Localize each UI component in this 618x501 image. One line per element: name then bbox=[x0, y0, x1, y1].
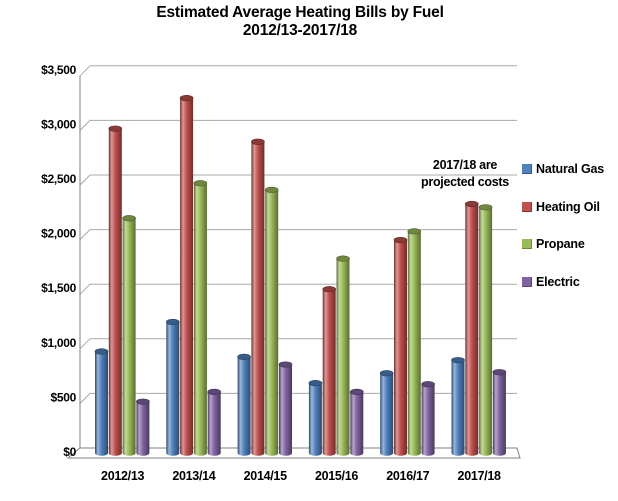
legend-item-electric: Electric bbox=[522, 275, 580, 289]
y-axis-label: $1,500 bbox=[41, 281, 77, 295]
bar-propane-2016/17 bbox=[407, 228, 422, 456]
legend-swatch-icon bbox=[522, 164, 532, 174]
legend-swatch-icon bbox=[522, 239, 532, 249]
bar-propane-2014/15 bbox=[264, 186, 279, 456]
bar-electric-2016/17 bbox=[421, 381, 435, 456]
bar-natural-gas-2014/15 bbox=[237, 353, 251, 456]
x-axis-label: 2016/17 bbox=[386, 469, 429, 483]
legend-item-heating-oil: Heating Oil bbox=[522, 200, 600, 214]
x-axis-label: 2014/15 bbox=[244, 469, 287, 483]
annotation-line1: 2017/18 are bbox=[432, 158, 498, 172]
bar-electric-2017/18 bbox=[492, 369, 507, 456]
bar-heating-oil-2014/15 bbox=[251, 138, 265, 456]
gridline-depth-tick bbox=[79, 120, 91, 131]
y-axis-label: $500 bbox=[51, 390, 77, 404]
bar-propane-2012/13 bbox=[122, 215, 136, 456]
bar-electric-2013/14 bbox=[207, 388, 221, 456]
bar-electric-2012/13 bbox=[136, 398, 150, 456]
chart-title: Estimated Average Heating Bills by Fuel … bbox=[0, 4, 600, 40]
bar-electric-2015/16 bbox=[349, 388, 364, 456]
bar-natural-gas-2012/13 bbox=[94, 348, 109, 456]
x-axis-label: 2012/13 bbox=[101, 469, 144, 483]
bar-heating-oil-2012/13 bbox=[108, 125, 123, 456]
gridline-depth-tick bbox=[79, 338, 91, 350]
annotation-line2: projected costs bbox=[421, 174, 509, 189]
legend-swatch-icon bbox=[522, 201, 532, 212]
gridline-depth-tick bbox=[79, 174, 91, 186]
y-axis-label: $3,500 bbox=[41, 63, 77, 77]
bar-heating-oil-2015/16 bbox=[322, 286, 337, 456]
bar-propane-2013/14 bbox=[193, 180, 208, 456]
bar-propane-2017/18 bbox=[478, 204, 493, 456]
gridline-depth-tick bbox=[79, 283, 91, 295]
y-axis-label: $1,000 bbox=[41, 336, 77, 350]
gridline-depth-tick bbox=[79, 393, 91, 404]
bar-electric-2014/15 bbox=[278, 361, 293, 456]
bar-heating-oil-2016/17 bbox=[393, 236, 408, 456]
gridline-depth-tick bbox=[79, 65, 91, 77]
x-axis-label: 2015/16 bbox=[315, 469, 358, 483]
bar-heating-oil-2013/14 bbox=[179, 94, 194, 456]
x-axis-label: 2017/18 bbox=[458, 469, 501, 483]
bar-heating-oil-2017/18 bbox=[464, 200, 479, 456]
legend-item-natural-gas: Natural Gas bbox=[522, 162, 604, 176]
legend-label: Natural Gas bbox=[536, 162, 604, 176]
bar-natural-gas-2017/18 bbox=[451, 357, 465, 456]
legend-label: Heating Oil bbox=[536, 199, 600, 214]
legend-label: Electric bbox=[536, 274, 580, 289]
bar-natural-gas-2016/17 bbox=[379, 370, 394, 456]
chart-title-line1: Estimated Average Heating Bills by Fuel bbox=[156, 4, 444, 21]
y-axis-label: $3,000 bbox=[41, 117, 77, 131]
bar-natural-gas-2013/14 bbox=[166, 318, 180, 456]
bar-natural-gas-2015/16 bbox=[308, 380, 323, 456]
gridline-depth-tick bbox=[79, 229, 91, 240]
chart-title-line2: 2012/13-2017/18 bbox=[242, 22, 358, 39]
legend-label: Propane bbox=[536, 237, 585, 251]
y-axis-label: $0 bbox=[63, 445, 76, 459]
projected-costs-annotation: 2017/18 are projected costs bbox=[412, 157, 518, 190]
bar-propane-2015/16 bbox=[336, 255, 350, 456]
y-axis-label: $2,500 bbox=[41, 172, 77, 186]
legend-swatch-icon bbox=[522, 276, 532, 287]
legend-item-propane: Propane bbox=[522, 237, 585, 251]
y-axis-label: $2,000 bbox=[41, 227, 77, 241]
x-axis-label: 2013/14 bbox=[172, 469, 215, 483]
